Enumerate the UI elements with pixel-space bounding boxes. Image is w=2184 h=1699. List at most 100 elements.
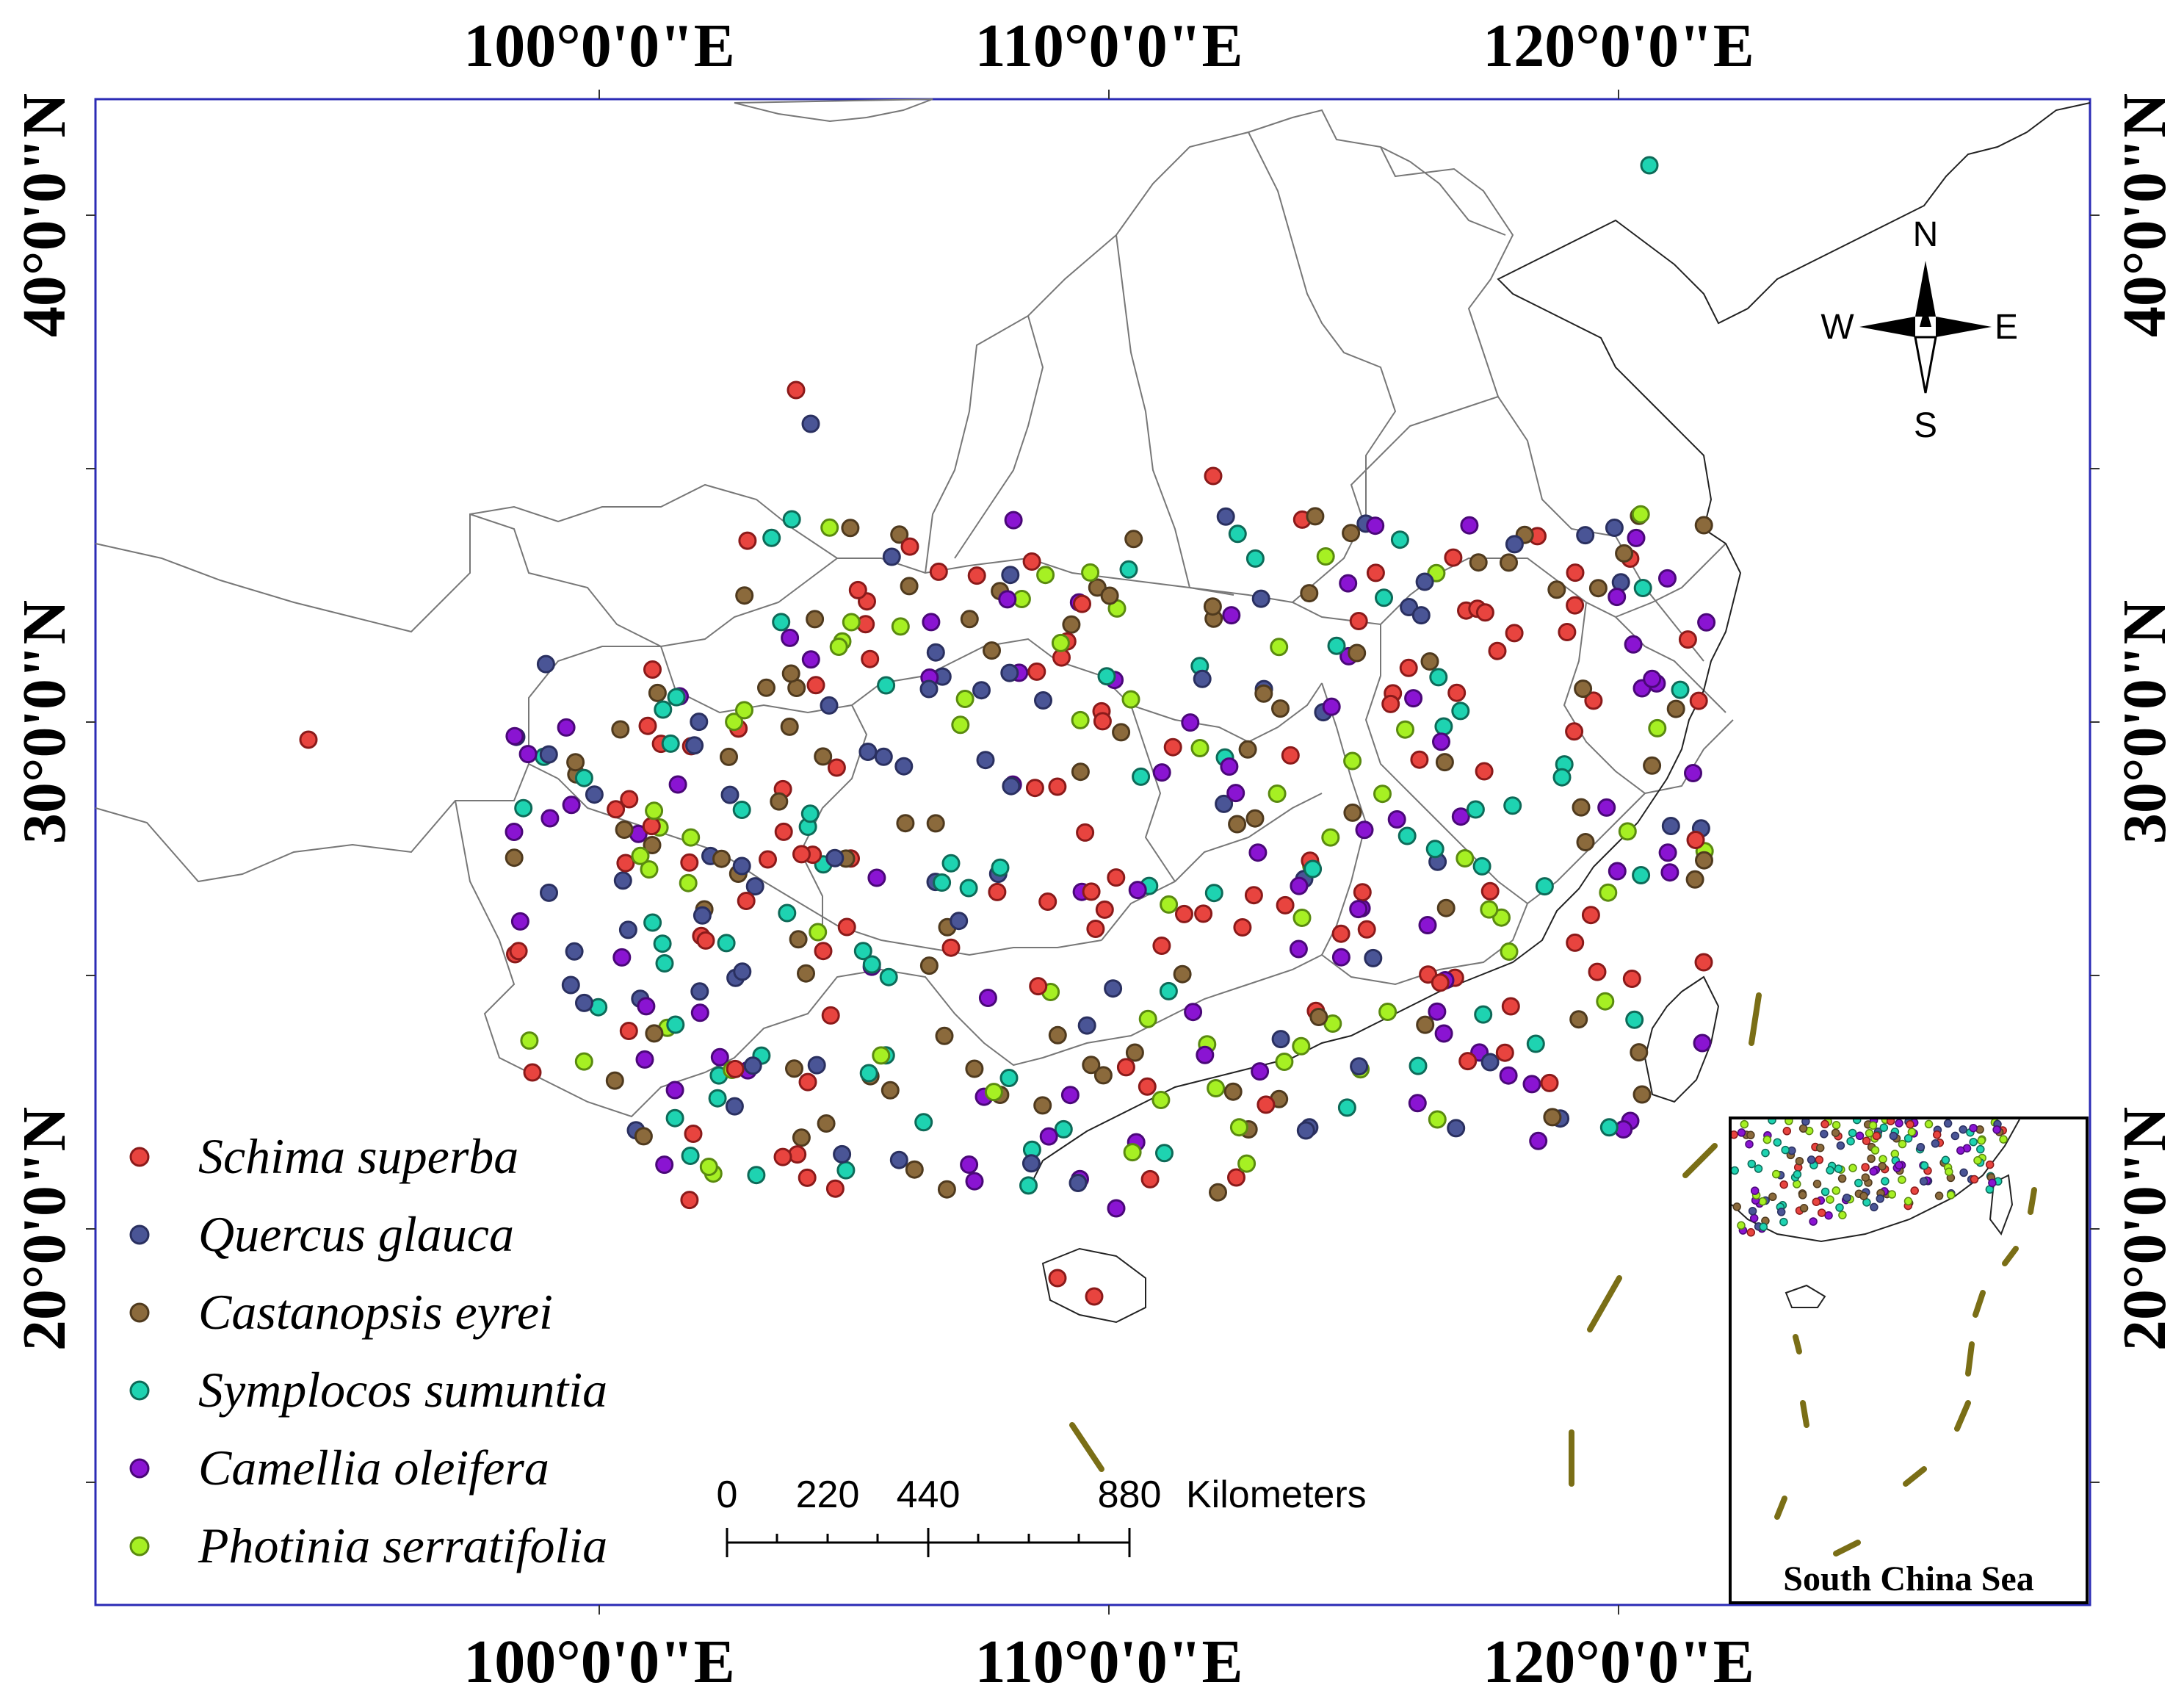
occurrence-point bbox=[710, 1047, 729, 1067]
occurrence-point bbox=[733, 962, 752, 981]
inset-occurrence-point bbox=[1836, 1141, 1845, 1150]
occurrence-point bbox=[726, 1059, 745, 1078]
inset-occurrence-point bbox=[1793, 1180, 1801, 1188]
occurrence-point bbox=[634, 1127, 653, 1146]
inset-occurrence-point bbox=[1745, 1139, 1754, 1149]
occurrence-point bbox=[1390, 530, 1409, 549]
occurrence-point bbox=[585, 785, 604, 804]
occurrence-point bbox=[1082, 882, 1101, 901]
occurrence-point bbox=[684, 1125, 703, 1143]
occurrence-point bbox=[867, 868, 886, 887]
occurrence-point bbox=[1456, 849, 1475, 867]
occurrence-point bbox=[1348, 643, 1367, 663]
occurrence-point bbox=[1599, 883, 1618, 902]
occurrence-point bbox=[1292, 1036, 1311, 1056]
occurrence-point bbox=[792, 1128, 811, 1147]
occurrence-point bbox=[505, 726, 524, 746]
occurrence-point bbox=[1581, 906, 1600, 925]
inset-occurrence-point bbox=[1799, 1204, 1809, 1213]
inset-occurrence-point bbox=[1812, 1197, 1821, 1206]
occurrence-point bbox=[1584, 691, 1603, 710]
occurrence-point bbox=[1436, 898, 1456, 917]
occurrence-point bbox=[1132, 767, 1151, 786]
occurrence-point bbox=[1245, 549, 1265, 568]
occurrence-point bbox=[605, 1071, 624, 1090]
legend: Schima superba Quercus glauca Castanopsis … bbox=[129, 1128, 607, 1573]
occurrence-point bbox=[919, 679, 939, 699]
occurrence-point bbox=[1416, 1015, 1435, 1034]
inset-occurrence-point bbox=[1879, 1123, 1889, 1132]
occurrence-point bbox=[806, 676, 825, 695]
occurrence-point bbox=[654, 700, 673, 719]
occurrence-point bbox=[1036, 566, 1055, 585]
occurrence-point bbox=[1500, 942, 1519, 961]
occurrence-point bbox=[1051, 633, 1070, 652]
legend-marker bbox=[129, 1536, 150, 1556]
occurrence-point bbox=[1125, 1043, 1144, 1062]
occurrence-point bbox=[1001, 566, 1020, 585]
occurrence-point bbox=[1193, 669, 1212, 688]
inset-occurrence-point bbox=[1868, 1121, 1878, 1130]
inset-occurrence-point bbox=[1969, 1123, 1978, 1133]
occurrence-point bbox=[882, 547, 901, 566]
occurrence-point bbox=[680, 1191, 699, 1210]
occurrence-point bbox=[680, 853, 699, 872]
occurrence-point bbox=[1574, 679, 1593, 699]
occurrence-point bbox=[574, 1052, 593, 1071]
inset-occurrence-point bbox=[1898, 1139, 1907, 1149]
occurrence-point bbox=[1207, 1079, 1226, 1097]
inset-title: South China Sea bbox=[1783, 1559, 2033, 1598]
occurrence-points bbox=[299, 156, 1716, 1306]
occurrence-point bbox=[299, 730, 318, 749]
occurrence-point bbox=[1228, 524, 1247, 544]
occurrence-point bbox=[1627, 528, 1646, 547]
occurrence-point bbox=[575, 993, 593, 1012]
occurrence-point bbox=[770, 792, 789, 811]
occurrence-point bbox=[1615, 544, 1634, 563]
inset-occurrence-point bbox=[1869, 1167, 1878, 1176]
occurrence-point bbox=[801, 650, 820, 669]
occurrence-point bbox=[922, 613, 941, 632]
occurrence-point bbox=[665, 1081, 684, 1100]
scale-bar: 0 220 440 880 Kilometers bbox=[717, 1473, 1367, 1557]
occurrence-point bbox=[1522, 1075, 1541, 1094]
occurrence-point bbox=[890, 525, 909, 544]
occurrence-point bbox=[1228, 815, 1247, 834]
inset-occurrence-point bbox=[1779, 1217, 1788, 1227]
occurrence-point bbox=[798, 1168, 817, 1187]
inset-occurrence-point bbox=[1832, 1186, 1841, 1195]
occurrence-point bbox=[889, 1150, 908, 1169]
occurrence-point bbox=[1054, 1119, 1073, 1139]
occurrence-point bbox=[955, 690, 975, 708]
occurrence-point bbox=[1093, 712, 1112, 731]
occurrence-point bbox=[1411, 606, 1431, 625]
occurrence-point bbox=[1420, 652, 1439, 671]
occurrence-point bbox=[1316, 547, 1335, 566]
legend-marker bbox=[129, 1224, 150, 1245]
occurrence-point bbox=[509, 942, 528, 961]
occurrence-point bbox=[615, 820, 634, 839]
occurrence-point bbox=[1271, 1030, 1290, 1049]
inset-occurrence-point bbox=[1807, 1155, 1816, 1164]
occurrence-point bbox=[520, 1031, 539, 1050]
inset-occurrence-point bbox=[1732, 1130, 1738, 1139]
inset-occurrence-point bbox=[1992, 1125, 2001, 1134]
inset-occurrence-point bbox=[1750, 1186, 1760, 1195]
inset-occurrence-point bbox=[1959, 1168, 1968, 1177]
top-label-120e: 120°0'0"E bbox=[1483, 12, 1754, 80]
occurrence-point bbox=[1029, 977, 1048, 996]
inset-occurrence-point bbox=[1854, 1178, 1863, 1188]
occurrence-point bbox=[1475, 603, 1494, 622]
occurrence-point bbox=[653, 934, 672, 953]
inset-occurrence-point bbox=[1824, 1211, 1833, 1220]
occurrence-point bbox=[574, 768, 593, 787]
occurrence-point bbox=[972, 681, 991, 700]
compass-e-label: E bbox=[1995, 308, 2018, 347]
occurrence-point bbox=[667, 688, 686, 707]
occurrence-point bbox=[1375, 588, 1393, 607]
occurrence-point bbox=[1689, 691, 1708, 710]
inset-occurrence-point bbox=[1746, 1228, 1756, 1237]
legend-marker bbox=[129, 1302, 150, 1323]
occurrence-point bbox=[540, 883, 558, 902]
occurrence-point bbox=[1684, 764, 1702, 782]
